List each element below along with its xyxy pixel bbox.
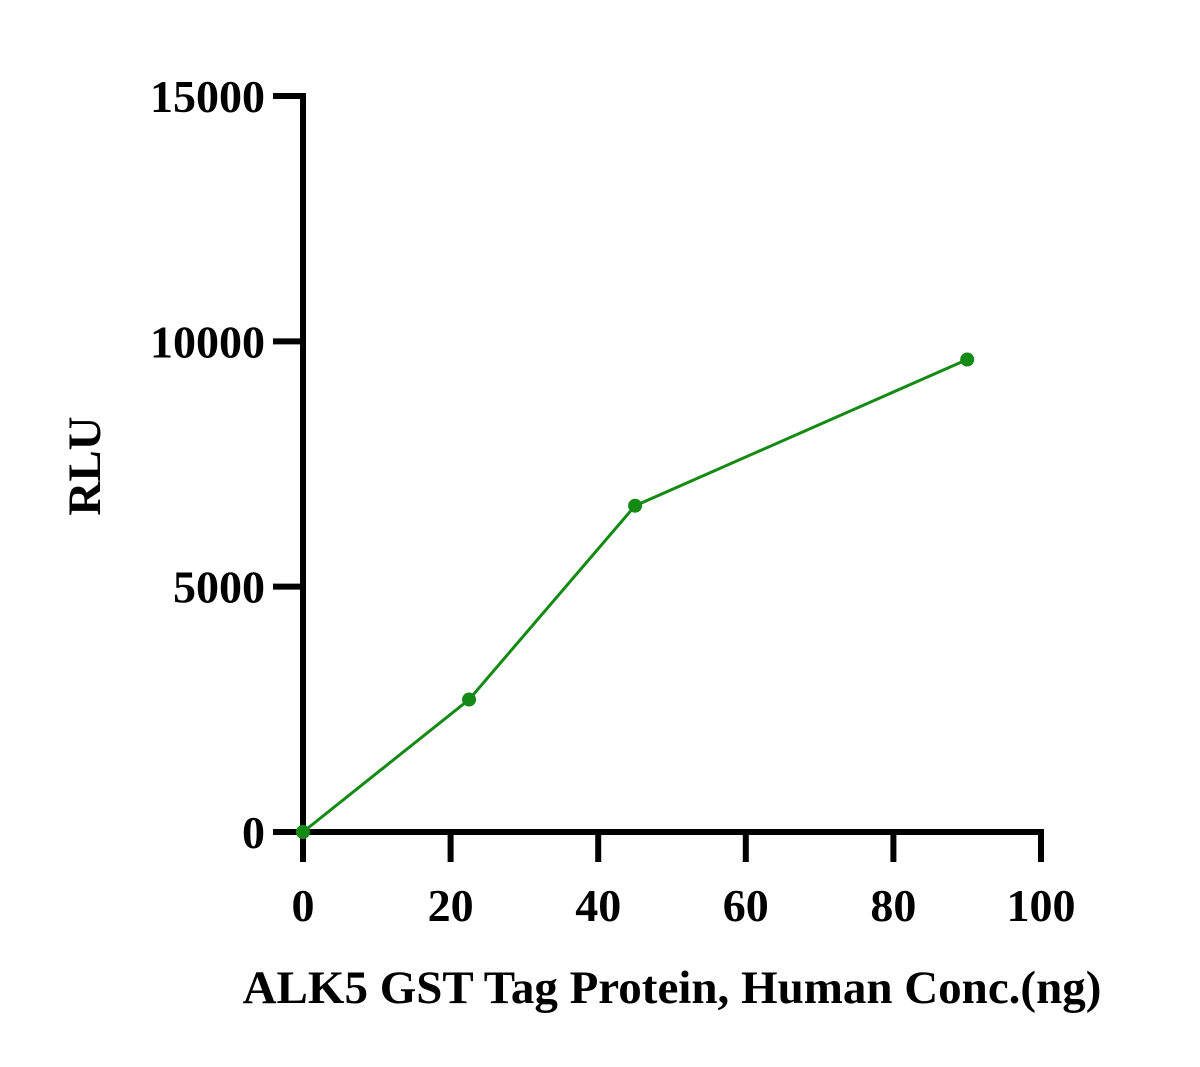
x-tick-label: 100 bbox=[1007, 880, 1076, 931]
x-axis-ticks: 0 20 40 60 80 100 bbox=[292, 832, 1076, 931]
x-tick-label: 0 bbox=[292, 880, 315, 931]
data-point bbox=[628, 498, 643, 513]
y-tick-label: 0 bbox=[242, 807, 265, 858]
series-line bbox=[302, 358, 968, 834]
x-tick-label: 60 bbox=[723, 880, 769, 931]
x-tick-label: 20 bbox=[428, 880, 474, 931]
data-point bbox=[462, 692, 477, 707]
series-layer bbox=[296, 352, 975, 839]
data-point bbox=[296, 825, 310, 839]
y-axis-ticks: 0 5000 10000 15000 bbox=[150, 71, 303, 858]
data-point bbox=[960, 352, 975, 367]
y-tick-label: 5000 bbox=[173, 562, 265, 613]
y-tick-label: 15000 bbox=[150, 71, 265, 122]
y-tick-label: 10000 bbox=[150, 316, 265, 367]
x-axis-title: ALK5 GST Tag Protein, Human Conc.(ng) bbox=[243, 962, 1102, 1014]
x-tick-label: 80 bbox=[870, 880, 916, 931]
y-axis-title: RLU bbox=[59, 416, 111, 515]
x-tick-label: 40 bbox=[575, 880, 621, 931]
